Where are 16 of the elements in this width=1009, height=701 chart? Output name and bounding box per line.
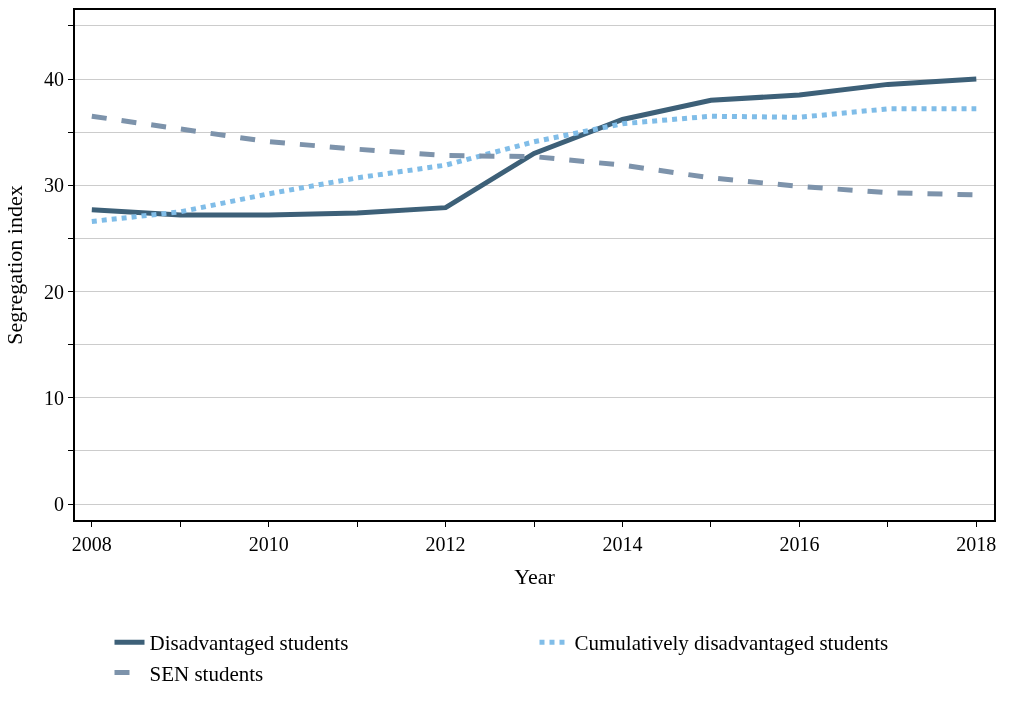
legend-label: Disadvantaged students <box>149 631 349 656</box>
y-tick-label: 0 <box>54 493 64 516</box>
legend-label: SEN students <box>149 661 264 686</box>
x-tick-label: 2012 <box>425 533 466 555</box>
x-tick-label: 2008 <box>71 533 112 555</box>
x-tick-label: 2018 <box>956 533 997 555</box>
y-tick-label: 10 <box>44 386 64 409</box>
x-tick-label: 2010 <box>248 533 289 555</box>
x-tick-label: 2014 <box>602 533 643 555</box>
x-axis-title: Year <box>514 564 556 590</box>
y-tick-label: 30 <box>44 174 64 197</box>
x-tick-label: 2016 <box>779 533 820 555</box>
legend-label: Cumulatively disadvantaged students <box>574 631 889 656</box>
y-tick-label: 40 <box>44 68 64 91</box>
y-tick-label: 20 <box>44 280 64 303</box>
y-axis-title: Segregation index <box>2 185 28 345</box>
